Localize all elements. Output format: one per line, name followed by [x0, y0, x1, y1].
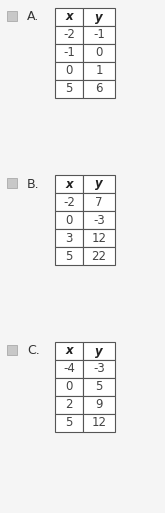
- Text: x: x: [65, 345, 73, 358]
- Bar: [55, 247, 83, 265]
- Text: 0: 0: [65, 381, 73, 393]
- Bar: [55, 193, 83, 211]
- Text: y: y: [95, 177, 103, 190]
- Text: 0: 0: [65, 213, 73, 227]
- Text: y: y: [95, 10, 103, 24]
- Text: C.: C.: [27, 345, 40, 358]
- Text: -3: -3: [93, 213, 105, 227]
- Bar: [83, 193, 115, 211]
- Text: 7: 7: [95, 195, 103, 208]
- Text: 6: 6: [95, 83, 103, 95]
- Bar: [83, 414, 115, 432]
- Text: 0: 0: [95, 47, 103, 60]
- Bar: [7, 345, 17, 355]
- Bar: [83, 175, 115, 193]
- Text: -1: -1: [93, 29, 105, 42]
- Text: -2: -2: [63, 29, 75, 42]
- Bar: [55, 342, 83, 360]
- Bar: [83, 62, 115, 80]
- Bar: [7, 178, 17, 188]
- Text: x: x: [65, 177, 73, 190]
- Bar: [83, 26, 115, 44]
- Bar: [55, 44, 83, 62]
- Text: 12: 12: [92, 231, 106, 245]
- Bar: [55, 211, 83, 229]
- Text: 5: 5: [95, 381, 103, 393]
- Text: -1: -1: [63, 47, 75, 60]
- Text: 5: 5: [65, 83, 73, 95]
- Text: 1: 1: [95, 65, 103, 77]
- Text: B.: B.: [27, 177, 40, 190]
- Bar: [55, 26, 83, 44]
- Text: x: x: [65, 10, 73, 24]
- Bar: [83, 44, 115, 62]
- Bar: [55, 8, 83, 26]
- Text: 12: 12: [92, 417, 106, 429]
- Bar: [55, 396, 83, 414]
- Text: -2: -2: [63, 195, 75, 208]
- Bar: [55, 229, 83, 247]
- Bar: [83, 8, 115, 26]
- Text: 3: 3: [65, 231, 73, 245]
- Text: 2: 2: [65, 399, 73, 411]
- Bar: [83, 342, 115, 360]
- Bar: [83, 211, 115, 229]
- Bar: [83, 360, 115, 378]
- Bar: [55, 175, 83, 193]
- Bar: [55, 414, 83, 432]
- Text: 5: 5: [65, 249, 73, 263]
- Bar: [55, 80, 83, 98]
- Bar: [83, 80, 115, 98]
- Bar: [83, 378, 115, 396]
- Text: -3: -3: [93, 363, 105, 376]
- Bar: [7, 11, 17, 21]
- Bar: [83, 396, 115, 414]
- Text: y: y: [95, 345, 103, 358]
- Text: -4: -4: [63, 363, 75, 376]
- Bar: [55, 62, 83, 80]
- Text: 22: 22: [92, 249, 106, 263]
- Bar: [55, 378, 83, 396]
- Bar: [83, 229, 115, 247]
- Text: 5: 5: [65, 417, 73, 429]
- Bar: [55, 360, 83, 378]
- Bar: [83, 247, 115, 265]
- Text: A.: A.: [27, 10, 39, 24]
- Text: 0: 0: [65, 65, 73, 77]
- Text: 9: 9: [95, 399, 103, 411]
